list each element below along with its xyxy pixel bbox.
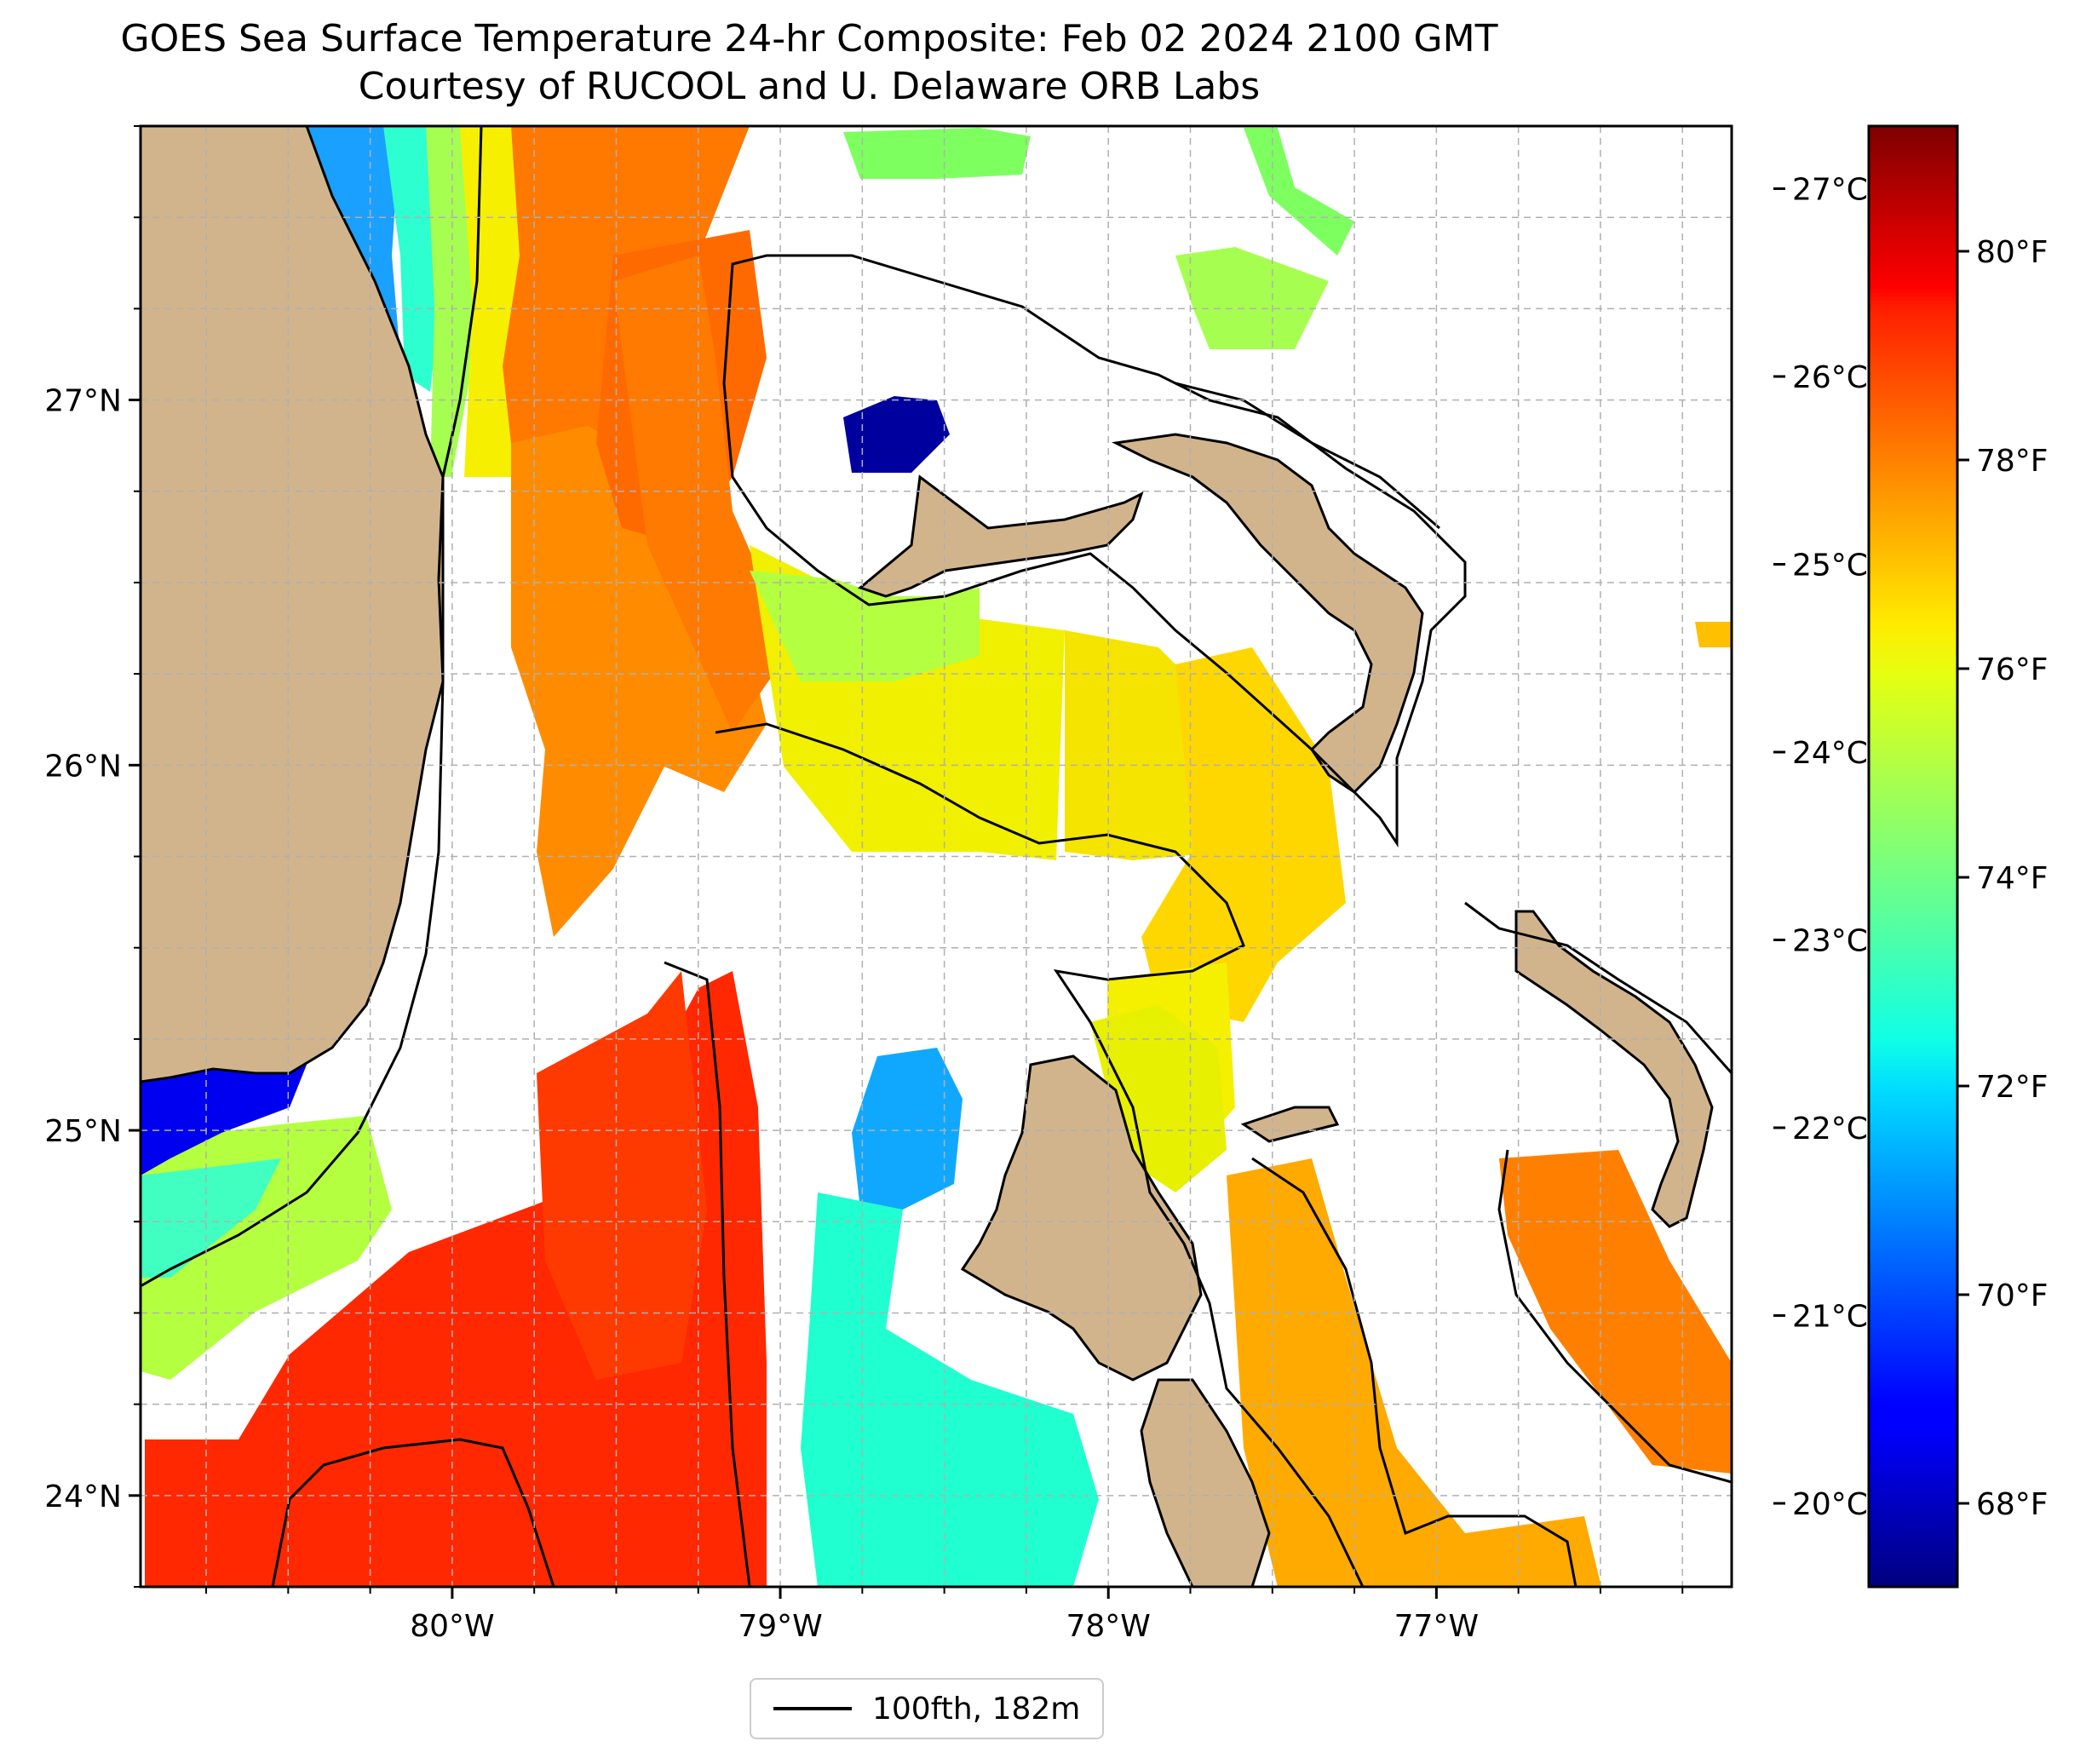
isobath-tongue bbox=[1464, 901, 1732, 1074]
legend-line-swatch bbox=[773, 1707, 852, 1710]
isobath-south-florida-straits bbox=[664, 961, 751, 1587]
sst-patch-gulfstream-cyan bbox=[383, 126, 443, 392]
lat-tick-label: 27°N bbox=[44, 384, 122, 419]
legend: 100fth, 182m bbox=[750, 1678, 1105, 1739]
longitude-axis: 80°W 79°W 78°W 77°W bbox=[205, 1587, 1684, 1644]
colorbar-c-label: 25°C bbox=[1792, 549, 1868, 583]
isobath-ne bbox=[1175, 382, 1440, 530]
colorbar bbox=[1867, 124, 1959, 1589]
sst-patch-blue-south bbox=[852, 1048, 963, 1210]
lat-tick-label: 25°N bbox=[44, 1114, 122, 1149]
sst-patch-yellow-east bbox=[1141, 647, 1346, 1022]
title-line-2: Courtesy of RUCOOL and U. Delaware ORB L… bbox=[358, 65, 1261, 108]
lat-tick-label: 26°N bbox=[44, 749, 122, 784]
legend-label: 100fth, 182m bbox=[872, 1691, 1081, 1727]
land-grand-bahama bbox=[857, 474, 1144, 598]
gridlines bbox=[141, 126, 1732, 1587]
colorbar-c-label: 27°C bbox=[1792, 173, 1868, 208]
isobath-cay-sal bbox=[271, 1438, 555, 1587]
colorbar-f-label: 72°F bbox=[1976, 1070, 2049, 1105]
lat-tick-label: 24°N bbox=[44, 1480, 122, 1514]
sst-patch-dark-eddy bbox=[843, 396, 950, 473]
colorbar-f-label: 76°F bbox=[1976, 652, 2049, 687]
sst-patch-cyan-south bbox=[801, 1192, 1099, 1587]
isobath-exuma-sound bbox=[1251, 1157, 1577, 1587]
colorbar-c-label: 20°C bbox=[1792, 1487, 1868, 1522]
colorbar-c-label: 23°C bbox=[1792, 924, 1868, 959]
colorbar-f-label: 70°F bbox=[1976, 1278, 2049, 1313]
sst-patch-green-ne bbox=[843, 128, 1031, 179]
land-eleuthera bbox=[1514, 910, 1714, 1228]
sst-patch-keys-blue bbox=[141, 1056, 307, 1175]
colorbar-f-label: 80°F bbox=[1976, 235, 2049, 270]
sst-patch-red-south2 bbox=[537, 971, 707, 1380]
sst-patch-gulfstream-green bbox=[426, 126, 477, 477]
isobath-great-bahama-bank bbox=[715, 722, 1365, 1587]
lon-tick-label: 77°W bbox=[1394, 1609, 1479, 1644]
colorbar-c-label: 24°C bbox=[1792, 736, 1868, 771]
isobath-eleuthera bbox=[1497, 1149, 1732, 1484]
colorbar-c-label: 22°C bbox=[1792, 1112, 1868, 1146]
map-title: GOES Sea Surface Temperature 24-hr Compo… bbox=[0, 15, 1618, 111]
colorbar-f-label: 78°F bbox=[1976, 444, 2049, 479]
lon-tick-label: 78°W bbox=[1066, 1609, 1151, 1644]
lon-tick-label: 80°W bbox=[410, 1609, 494, 1644]
sst-patch-orange-north2 bbox=[613, 256, 792, 733]
lon-tick-label: 79°W bbox=[738, 1609, 822, 1644]
land-andros-south bbox=[1140, 1378, 1271, 1587]
sst-patch-orange-exumas bbox=[1227, 1158, 1601, 1587]
sst-patch-orange-se bbox=[1499, 1150, 1732, 1474]
sst-patch-green-ne3 bbox=[1244, 128, 1354, 256]
isobath-florida-shelf bbox=[141, 126, 483, 1288]
sst-field bbox=[141, 126, 1732, 1587]
land-florida bbox=[141, 126, 445, 1083]
sst-patch-yellow-eastedge bbox=[1695, 622, 1732, 647]
sst-patch-green-ne2 bbox=[1175, 247, 1329, 349]
land bbox=[141, 126, 1714, 1587]
title-line-1: GOES Sea Surface Temperature 24-hr Compo… bbox=[120, 17, 1498, 60]
land-andros bbox=[960, 1054, 1203, 1382]
isobath-little-bahama-bank bbox=[722, 254, 1467, 848]
sst-patch-keys-cyan bbox=[141, 1158, 281, 1278]
colorbar-fahrenheit-axis: 80°F 78°F 76°F 74°F 72°F 70°F 68°F bbox=[1957, 235, 2049, 1522]
colorbar-f-label: 68°F bbox=[1976, 1487, 2049, 1522]
colorbar-f-label: 74°F bbox=[1976, 861, 2049, 896]
colorbar-c-label: 26°C bbox=[1792, 360, 1868, 395]
latitude-axis: 27°N 26°N 25°N 24°N bbox=[44, 125, 141, 1588]
colorbar-c-label: 21°C bbox=[1792, 1300, 1868, 1335]
map-panel bbox=[141, 126, 1732, 1587]
colorbar-celsius-axis: 27°C 26°C 25°C 24°C 23°C 22°C 21°C 20°C bbox=[1773, 173, 1868, 1522]
land-new-providence bbox=[1240, 1106, 1340, 1143]
isobath-100fth bbox=[141, 126, 1732, 1587]
